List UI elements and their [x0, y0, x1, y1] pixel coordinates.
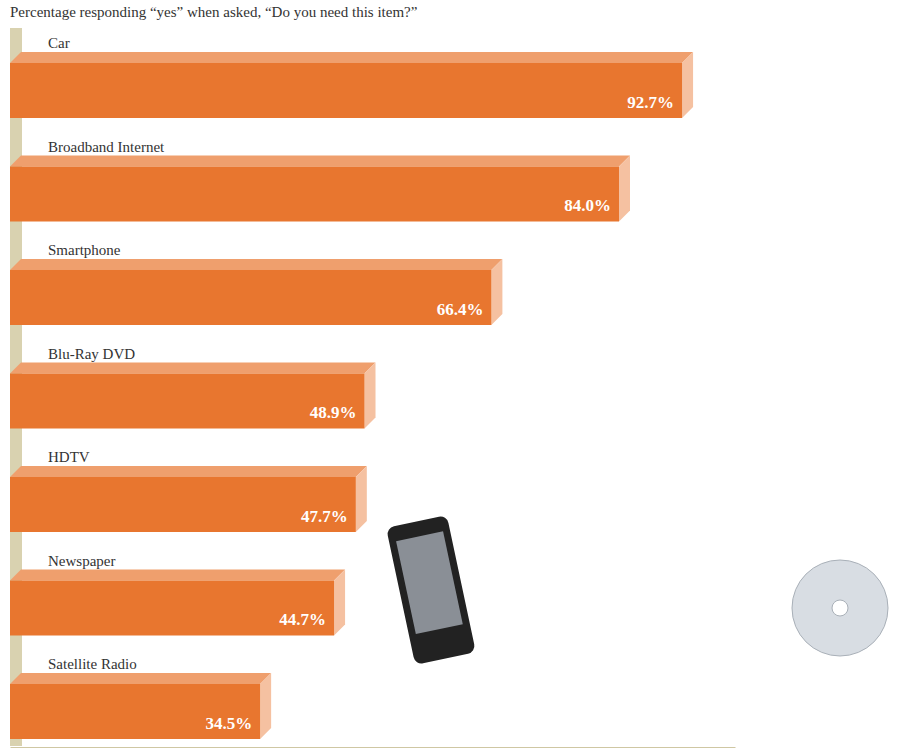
bar-top-face [10, 673, 271, 684]
category-label: Newspaper [48, 553, 115, 569]
bar [10, 52, 693, 118]
category-label: Blu-Ray DVD [48, 346, 135, 362]
bar-side-face [365, 363, 376, 429]
bar-front-face [10, 477, 356, 532]
data-label: 48.9% [310, 403, 357, 422]
x-axis-line [11, 747, 736, 748]
data-label: 47.7% [301, 507, 348, 526]
bar-top-face [10, 466, 367, 477]
data-label: 92.7% [627, 93, 674, 112]
category-label: Smartphone [48, 242, 121, 258]
bar-top-face [10, 156, 630, 167]
bar-side-face [619, 156, 630, 222]
bar-side-face [356, 466, 367, 532]
bar-side-face [682, 52, 693, 118]
bar-top-face [10, 52, 693, 63]
title: Percentage responding “yes” when asked, … [10, 4, 417, 20]
bar [10, 156, 630, 222]
category-label: HDTV [48, 449, 90, 465]
bar-top-face [10, 363, 376, 374]
data-label: 44.7% [279, 610, 326, 629]
bar [10, 363, 376, 429]
x-axis [11, 747, 736, 748]
category-label: Satellite Radio [48, 656, 137, 672]
data-label: 34.5% [205, 714, 252, 733]
data-label: 84.0% [564, 196, 611, 215]
bar [10, 673, 271, 739]
phone-screen [396, 531, 463, 634]
data-labels: 92.7% 84.0% 66.4% 48.9% 47.7% 44.7% 34.5% [205, 93, 674, 733]
data-label: 66.4% [437, 300, 484, 319]
chart: Percentage responding “yes” when asked, … [0, 0, 902, 754]
bar [10, 570, 345, 636]
bar-front-face [10, 684, 260, 739]
bar-top-face [10, 259, 502, 270]
bar-front-face [10, 374, 365, 429]
bar-side-face [334, 570, 345, 636]
bar [10, 466, 367, 532]
bar-front-face [10, 581, 334, 636]
category-label: Car [48, 35, 70, 51]
cd-disc [792, 560, 888, 656]
category-labels: Car Broadband Internet Smartphone Blu-Ray D… [48, 35, 165, 672]
category-label: Broadband Internet [48, 139, 165, 155]
plot-area [10, 52, 693, 739]
phone [386, 515, 476, 665]
bar-top-face [10, 570, 345, 581]
bar-front-face [10, 270, 491, 325]
bar-front-face [10, 63, 682, 118]
bar-front-face [10, 167, 619, 222]
decoration [386, 515, 888, 665]
bar [10, 259, 502, 325]
cd-hole [832, 600, 848, 616]
bar-side-face [260, 673, 271, 739]
bar-side-face [491, 259, 502, 325]
